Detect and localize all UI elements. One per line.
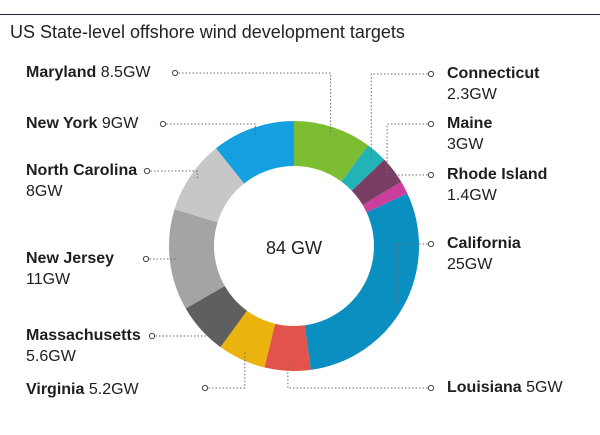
slice-name: Virginia <box>26 381 85 398</box>
slice-label-new-jersey: New Jersey 11GW <box>26 248 114 290</box>
leader-dot-new-jersey <box>142 255 150 263</box>
leader-line-virginia <box>205 352 246 389</box>
slice-value: 8GW <box>26 183 63 200</box>
leader-line-california <box>396 243 431 303</box>
slice-value: 25GW <box>447 256 493 273</box>
donut-slice-virginia <box>220 310 276 368</box>
leader-line-connecticut <box>370 73 431 159</box>
slice-value: 8.5GW <box>100 64 151 81</box>
slice-label-massachusetts: Massachusetts 5.6GW <box>26 325 141 367</box>
slice-label-new-york: New York 9GW <box>26 113 138 134</box>
donut-slice-new-jersey <box>169 209 225 309</box>
slice-label-maryland: Maryland 8.5GW <box>26 62 151 83</box>
leader-dot-louisiana <box>427 384 435 392</box>
slice-label-rhode-island: Rhode Island 1.4GW <box>447 164 547 206</box>
donut-slice-rhode-island <box>362 181 408 213</box>
leader-line-massachusetts <box>152 324 208 337</box>
leader-dot-connecticut <box>427 70 435 78</box>
slice-name: Maryland <box>26 64 97 81</box>
slice-name: Massachusetts <box>26 327 141 344</box>
donut-slice-maine <box>351 159 402 205</box>
leader-line-north-carolina <box>147 170 198 181</box>
slice-name: Rhode Island <box>447 166 548 183</box>
slice-label-north-carolina: North Carolina 8GW <box>26 160 137 202</box>
leader-dot-maryland <box>171 69 179 77</box>
donut-slice-louisiana <box>264 323 311 372</box>
slice-value: 2.3GW <box>447 86 497 103</box>
leader-dot-north-carolina <box>143 167 151 175</box>
slice-label-virginia: Virginia 5.2GW <box>26 379 139 400</box>
donut-slice-massachusetts <box>185 286 247 348</box>
leader-line-new-york <box>163 123 256 136</box>
donut-slice-north-carolina <box>174 148 245 223</box>
slice-value: 11GW <box>26 271 71 288</box>
top-rule <box>0 14 600 15</box>
slice-value: 9GW <box>101 115 139 132</box>
slice-name: California <box>447 235 521 252</box>
slice-name: Connecticut <box>447 65 540 82</box>
slice-label-louisiana: Louisiana 5GW <box>447 377 563 398</box>
slice-value: 3GW <box>447 136 484 153</box>
slice-label-california: California 25GW <box>447 233 521 275</box>
slice-name: Maine <box>447 115 493 132</box>
leader-dot-massachusetts <box>148 332 156 340</box>
slice-value: 5.6GW <box>26 348 76 365</box>
donut-slice-new-york <box>216 120 294 184</box>
leader-dot-new-york <box>159 120 167 128</box>
slice-value: 1.4GW <box>447 187 497 204</box>
donut-slice-california <box>304 193 420 370</box>
slice-value: 5.2GW <box>88 381 139 398</box>
donut-slice-connecticut <box>341 145 385 191</box>
leader-dot-california <box>427 240 435 248</box>
chart-title: US State-level offshore wind development… <box>10 22 405 42</box>
slice-label-maine: Maine 3GW <box>447 113 492 155</box>
slice-label-connecticut: Connecticut 2.3GW <box>447 63 539 105</box>
leader-dot-rhode-island <box>427 171 435 179</box>
slice-name: Louisiana <box>447 379 522 396</box>
slice-name: North Carolina <box>26 162 138 179</box>
leader-line-rhode-island <box>396 174 431 192</box>
leader-line-maine <box>386 123 431 176</box>
leader-line-maryland <box>175 72 332 135</box>
slice-name: New York <box>26 115 98 132</box>
slice-value: 5GW <box>526 379 563 396</box>
leader-dot-maine <box>427 120 435 128</box>
slice-name: New Jersey <box>26 250 115 267</box>
leader-dot-virginia <box>201 384 209 392</box>
center-total-label: 84 GW <box>266 238 322 258</box>
donut-slice-maryland <box>294 121 369 182</box>
